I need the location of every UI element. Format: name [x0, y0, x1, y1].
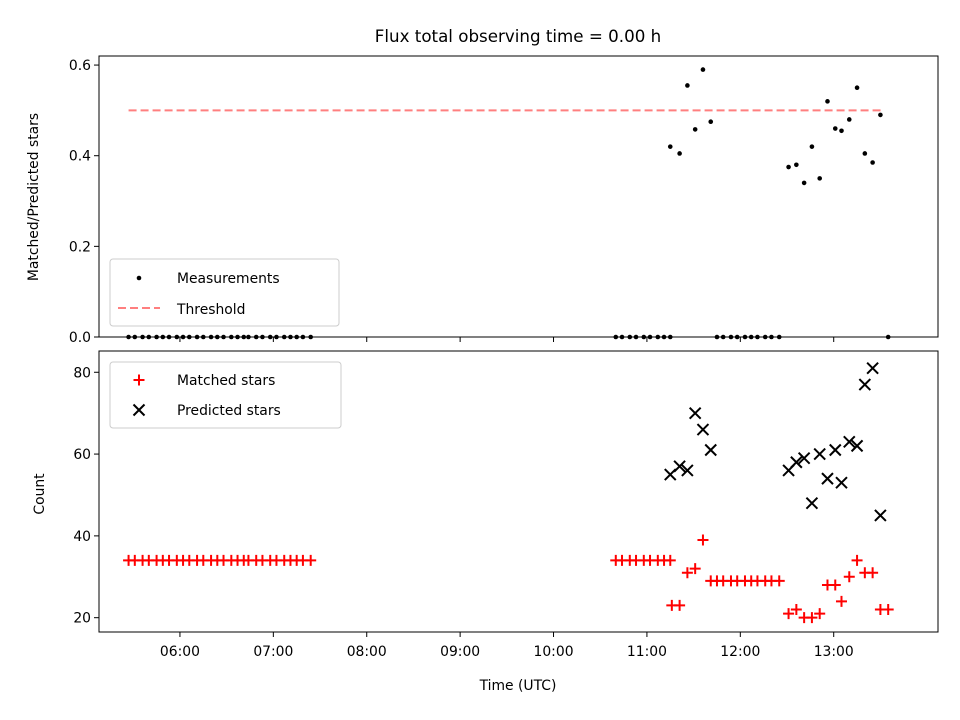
matched-star-point	[814, 608, 826, 620]
legend-cross-marker	[132, 403, 146, 417]
measurement-point	[685, 83, 690, 88]
predicted-star-point	[843, 435, 856, 449]
measurement-point	[825, 99, 830, 104]
x-tick-label: 13:00	[814, 644, 854, 660]
y-tick-label: 20	[73, 611, 91, 627]
legend-matched-label: Matched stars	[177, 373, 275, 389]
measurement-point	[692, 127, 698, 132]
measurement-point	[677, 151, 682, 156]
matched-star-point	[882, 604, 894, 616]
x-tick-label: 11:00	[627, 644, 667, 660]
legend-plus-marker	[133, 374, 145, 386]
matched-star-point	[806, 612, 818, 624]
predicted-star-point	[696, 423, 710, 436]
legend-measurements-marker	[136, 275, 142, 281]
predicted-star-point	[850, 439, 864, 453]
predicted-star-point	[681, 464, 694, 477]
matched-star-point	[835, 595, 847, 607]
top-plot-frame	[98, 55, 939, 338]
matched-star-point	[851, 554, 863, 566]
bottom-x-ticks: 06:00 07:00 08:00 09:00 10:00 11:00 12:00 13:00	[160, 632, 854, 660]
predicted-star-point	[790, 456, 803, 469]
predicted-star-point	[829, 443, 842, 457]
measurement-point	[846, 117, 852, 122]
measurement-point	[878, 112, 883, 118]
measurement-point	[786, 164, 791, 170]
predicted-star-point	[858, 378, 872, 391]
predicted-star-point	[821, 472, 834, 485]
y-tick-label: 0.4	[69, 149, 91, 165]
predicted-star-point	[797, 451, 811, 465]
matched-star-point	[674, 599, 686, 611]
legend-predicted-marker	[132, 403, 146, 417]
predicted-star-point	[673, 460, 686, 473]
top-panel: Matched/Predicted stars 0.0 0.2 0.4 0.6 Mea…	[26, 55, 939, 346]
bottom-y-ticks: 20 40 60 80	[73, 365, 99, 627]
predicted-star-point	[874, 509, 887, 522]
predicted-star-point	[805, 496, 819, 510]
top-y-ticks: 0.0 0.2 0.4 0.6	[69, 58, 99, 346]
y-tick-label: 0.2	[69, 239, 91, 255]
matched-star-point	[689, 563, 701, 575]
matched-star-point	[867, 567, 879, 579]
measurement-point	[700, 67, 706, 72]
predicted-star-point	[866, 361, 879, 375]
top-y-axis-label: Matched/Predicted stars	[26, 113, 42, 281]
bottom-panel: Count 20 40 60 80 06:00 07:00 08:00 09:00 10:00…	[32, 350, 939, 660]
matched-star-point	[790, 604, 802, 616]
y-tick-label: 40	[73, 529, 91, 545]
measurement-point	[708, 119, 714, 125]
measurement-point	[817, 176, 822, 181]
measurement-point	[854, 85, 860, 91]
bottom-y-axis-label: Count	[32, 473, 48, 515]
legend-threshold-label: Threshold	[176, 302, 245, 318]
x-axis-label: Time (UTC)	[479, 678, 557, 694]
legend-predicted-label: Predicted stars	[177, 403, 281, 419]
x-tick-label: 07:00	[253, 644, 293, 660]
x-tick-label: 06:00	[160, 644, 200, 660]
measurement-point	[870, 160, 875, 165]
matched-star-point	[664, 554, 676, 566]
y-tick-label: 80	[73, 365, 91, 381]
measurement-point	[832, 126, 838, 131]
bottom-legend-box	[109, 361, 342, 429]
chart-title: Flux total observing time = 0.00 h	[375, 26, 661, 46]
measurement-point	[809, 144, 815, 149]
bottom-plot-frame	[98, 350, 939, 633]
top-legend: Measurements Threshold	[109, 258, 340, 327]
predicted-star-point	[704, 443, 717, 457]
matched-star-point	[843, 571, 855, 583]
x-tick-label: 10:00	[534, 644, 574, 660]
y-tick-label: 0.0	[69, 330, 91, 346]
measurement-point	[667, 144, 673, 149]
top-legend-box	[109, 258, 340, 327]
measurement-point	[794, 162, 799, 168]
matched-stars-points	[123, 534, 894, 624]
predicted-star-point	[835, 476, 848, 489]
measurement-point	[862, 151, 868, 156]
predicted-stars-points	[664, 361, 887, 522]
x-tick-label: 08:00	[347, 644, 387, 660]
matched-star-point	[773, 575, 785, 587]
matched-star-point	[697, 534, 709, 546]
matched-star-point	[305, 554, 317, 566]
y-tick-label: 0.6	[69, 58, 91, 74]
legend-matched-marker	[133, 374, 145, 386]
measurement-point	[839, 128, 844, 134]
measurement-point	[801, 180, 807, 186]
legend-measurements-label: Measurements	[177, 271, 280, 287]
predicted-star-point	[688, 406, 702, 420]
bottom-legend: Matched stars Predicted stars	[109, 361, 342, 429]
matched-star-point	[681, 567, 693, 579]
x-tick-label: 09:00	[440, 644, 480, 660]
matched-star-point	[829, 579, 841, 591]
x-tick-label: 12:00	[720, 644, 760, 660]
predicted-star-point	[813, 447, 826, 461]
y-tick-label: 60	[73, 447, 91, 463]
matched-star-point	[783, 608, 795, 620]
top-x-ticks	[179, 337, 835, 342]
